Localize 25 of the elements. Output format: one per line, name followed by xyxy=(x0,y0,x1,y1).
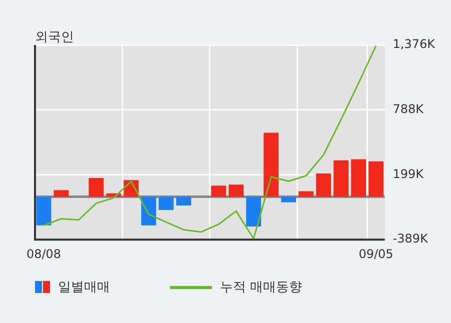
bar xyxy=(316,174,332,197)
bar xyxy=(298,191,314,197)
y-tick-label: 788K xyxy=(392,102,425,116)
bar xyxy=(281,196,296,202)
y-tick-label: 1,376K xyxy=(392,37,436,52)
bar xyxy=(36,196,52,226)
bar xyxy=(334,160,349,197)
bar xyxy=(141,196,156,226)
x-tick-label: 08/08 xyxy=(26,246,62,261)
legend-label: 일별매매 xyxy=(58,279,110,296)
x-tick-label: 09/05 xyxy=(358,246,394,261)
y-tick-label: -389K xyxy=(392,232,430,246)
bar xyxy=(264,132,279,197)
bar xyxy=(158,196,174,210)
legend-label: 누적 매매동향 xyxy=(220,279,302,296)
bar xyxy=(176,196,192,206)
bar xyxy=(54,190,69,197)
chart-title: 외국인 xyxy=(35,29,74,46)
bar xyxy=(368,161,384,197)
bar xyxy=(246,196,262,226)
bar xyxy=(228,184,244,197)
bar xyxy=(351,159,366,197)
bar xyxy=(211,186,226,197)
y-tick-label: 199K xyxy=(392,166,425,181)
bar xyxy=(88,178,104,197)
